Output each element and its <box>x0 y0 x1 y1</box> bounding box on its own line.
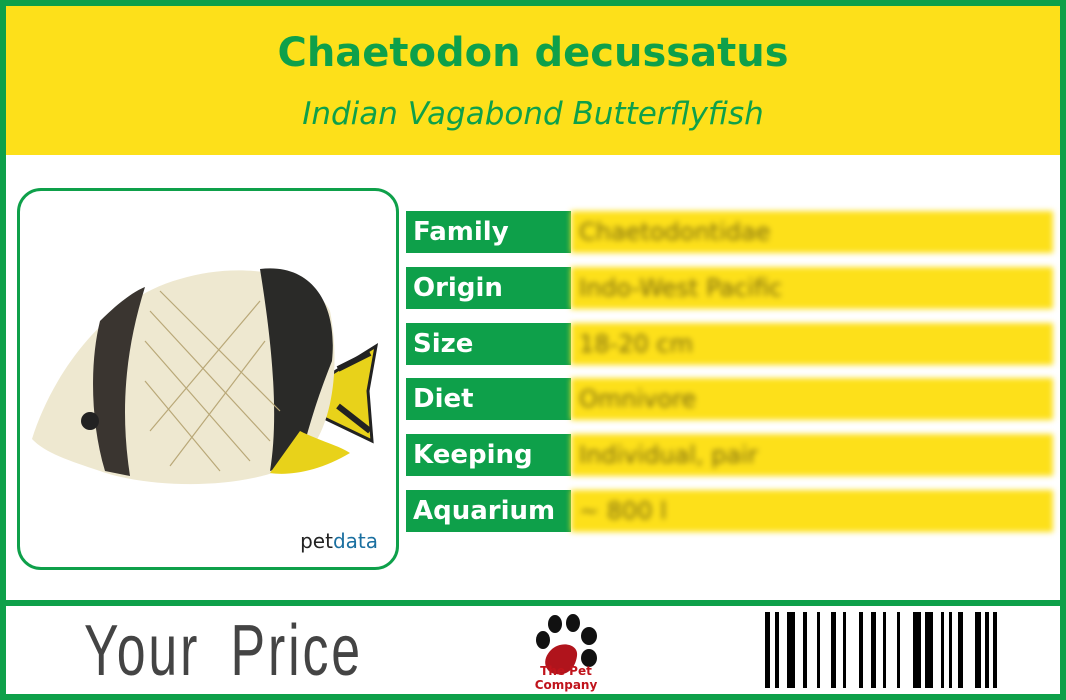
barcode-bar <box>817 612 820 688</box>
barcode-bar <box>831 612 836 688</box>
footer-divider <box>6 600 1060 606</box>
fish-photo: petdata <box>17 188 399 570</box>
fact-value: Indo-West Pacific <box>571 266 1053 309</box>
common-name: Indian Vagabond Butterflyfish <box>302 96 764 132</box>
fact-row-family: Family Chaetodontidae <box>406 211 1053 253</box>
header: Chaetodon decussatus Indian Vagabond But… <box>6 6 1060 155</box>
company-name: The Pet Company <box>534 664 598 692</box>
fact-row-aquarium: Aquarium ~ 800 l <box>406 490 1053 532</box>
barcode-bar <box>949 612 952 688</box>
fact-label: Keeping <box>406 434 571 477</box>
brand-prefix: pet <box>300 529 333 553</box>
barcode-bar <box>958 612 963 688</box>
fact-value: Chaetodontidae <box>571 211 1053 253</box>
barcode-bar <box>897 612 900 688</box>
petdata-logo: petdata <box>300 529 378 553</box>
barcode-bar <box>913 612 921 688</box>
barcode-bar <box>843 612 846 688</box>
company-logo: The Pet Company <box>511 610 621 694</box>
fact-label: Diet <box>406 378 571 421</box>
fact-label: Family <box>406 211 571 253</box>
species-title: Chaetodon decussatus <box>277 30 789 76</box>
barcode-bar <box>941 612 944 688</box>
fish-info-card: Chaetodon decussatus Indian Vagabond But… <box>6 6 1060 694</box>
fact-value: 18-20 cm <box>571 322 1053 365</box>
fact-value: Omnivore <box>571 378 1053 421</box>
barcode-bar <box>993 612 997 688</box>
barcode-bar <box>883 612 886 688</box>
barcode-bar <box>787 612 795 688</box>
butterflyfish-image <box>32 268 379 485</box>
fact-label: Origin <box>406 266 571 309</box>
fact-value: Individual, pair <box>571 434 1053 477</box>
brand-suffix: data <box>332 529 378 553</box>
fact-value: ~ 800 l <box>571 490 1053 532</box>
barcode-bar <box>765 612 770 688</box>
fact-row-diet: Diet Omnivore <box>406 378 1053 421</box>
barcode-bar <box>871 612 876 688</box>
barcode-bar <box>925 612 933 688</box>
fact-label: Aquarium <box>406 490 571 532</box>
fact-label: Size <box>406 322 571 365</box>
fact-row-size: Size 18-20 cm <box>406 322 1053 365</box>
barcode-bar <box>975 612 981 688</box>
barcode-bar <box>859 612 863 688</box>
paw-icon <box>536 614 597 675</box>
barcode <box>765 612 997 688</box>
barcode-bar <box>803 612 807 688</box>
price-label: Your Price <box>84 611 364 691</box>
fact-row-keeping: Keeping Individual, pair <box>406 434 1053 477</box>
fact-row-origin: Origin Indo-West Pacific <box>406 266 1053 309</box>
barcode-bar <box>985 612 989 688</box>
barcode-bar <box>775 612 779 688</box>
